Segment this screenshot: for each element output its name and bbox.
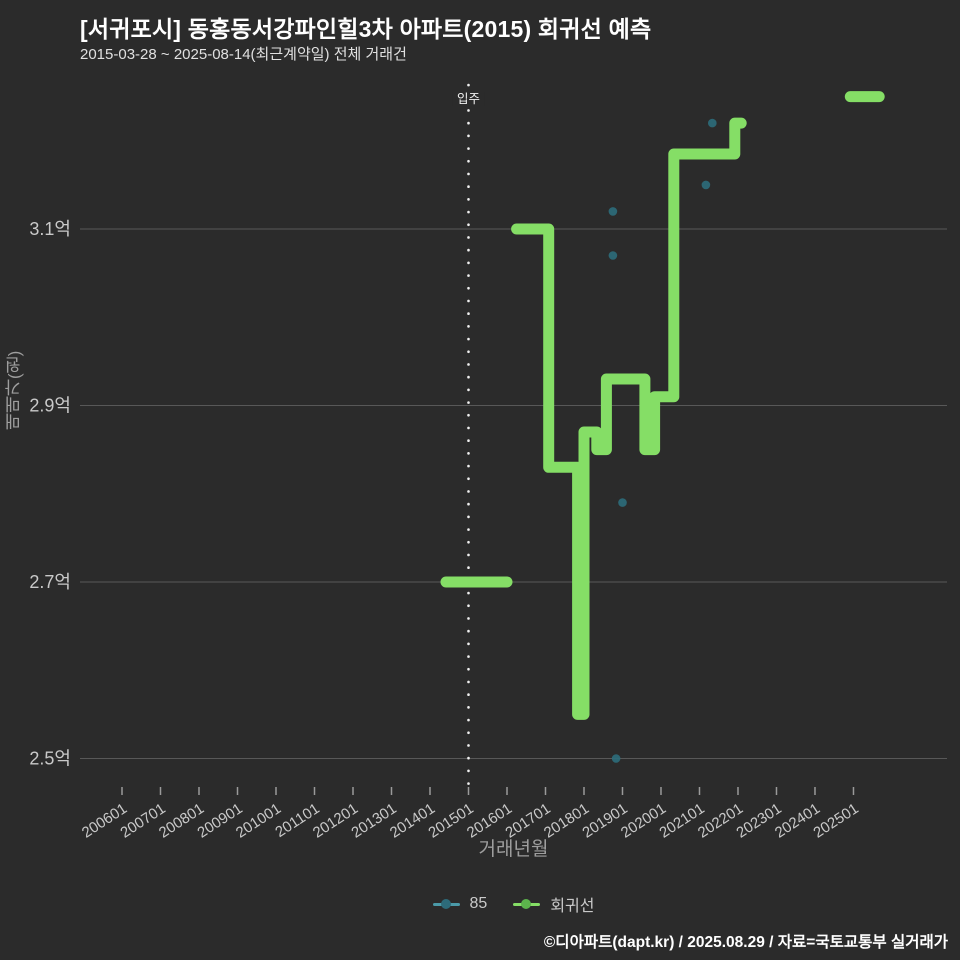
- y-tick-label: 2.9억: [29, 396, 71, 416]
- y-tick-label: 2.5억: [29, 748, 71, 768]
- y-axis-title: 매매가(원): [5, 350, 24, 430]
- legend-item-regression: 회귀선: [513, 892, 594, 916]
- scatter-point: [708, 118, 717, 128]
- legend-label-85: 85: [469, 895, 488, 912]
- scatter-legend-marker-icon: [432, 898, 460, 910]
- legend-item-85: 85: [432, 895, 488, 913]
- move-in-label: 입주: [457, 92, 480, 106]
- line-legend-marker-icon: [513, 898, 541, 910]
- chart-title: [서귀포시] 동홍동서강파인힐3차 아파트(2015) 회귀선 예측: [80, 16, 652, 42]
- scatter-point: [618, 498, 627, 507]
- footer-credit: ©디아파트(dapt.kr) / 2025.08.29 / 자료=국토교통부 실…: [543, 934, 948, 951]
- scatter-point: [701, 180, 711, 190]
- scatter-point: [611, 754, 621, 763]
- x-axis-title: 거래년월: [478, 839, 549, 860]
- scatter-point: [608, 207, 618, 216]
- y-tick-label: 3.1억: [29, 219, 71, 239]
- legend-label-regression: 회귀선: [550, 898, 595, 915]
- move-in-label-backdrop: [452, 92, 485, 106]
- scatter-point: [608, 251, 618, 260]
- scatter-legend-dot-icon: [440, 899, 451, 909]
- legend: 85 회귀선: [80, 892, 947, 916]
- line-legend-dot-icon: [521, 899, 532, 909]
- y-tick-label: 2.7억: [29, 572, 71, 592]
- chart-subtitle: 2015-03-28 ~ 2025-08-14(최근계약일) 전체 거래건: [80, 46, 407, 63]
- regression-line-segment: [511, 117, 747, 720]
